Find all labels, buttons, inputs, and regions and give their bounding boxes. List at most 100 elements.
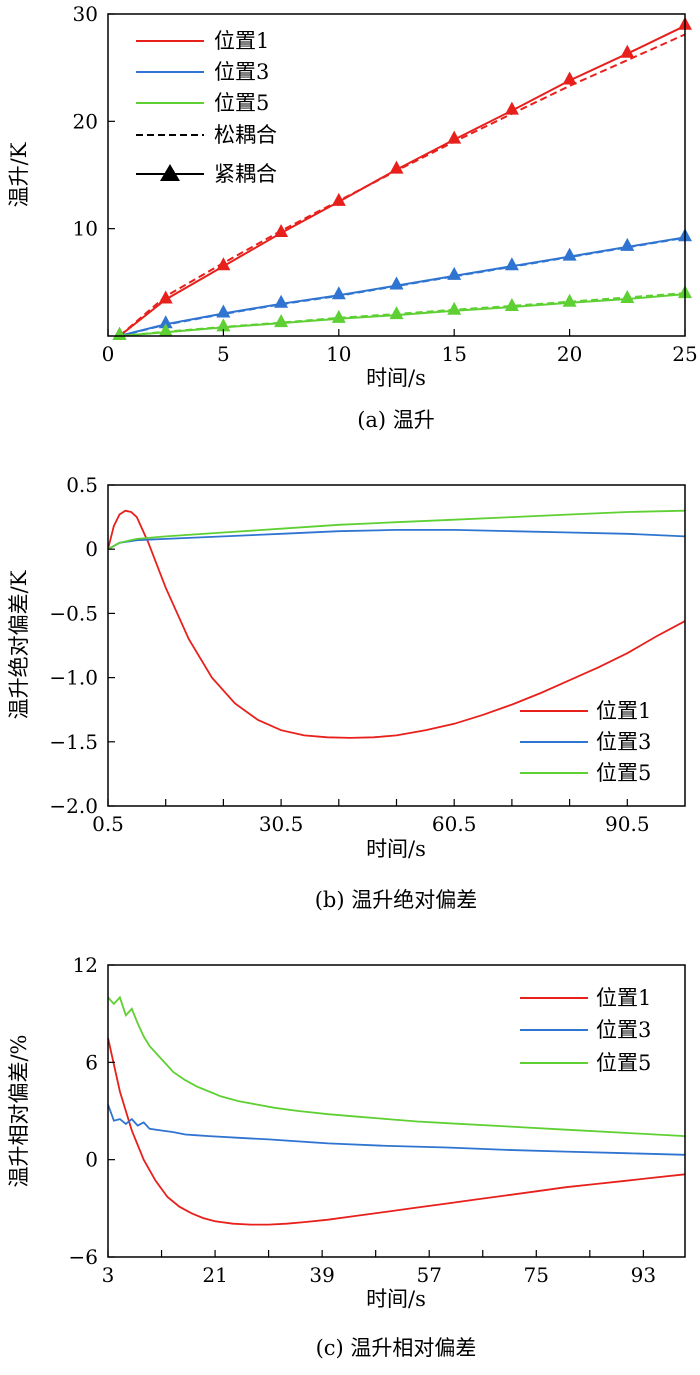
panel-c-ticks: 3 21 39 57 75 93 −6 0 6 12 [69,953,657,1287]
panel-b-ytick-label: −1.5 [49,730,98,754]
series-pos3-marker [562,247,577,261]
panel-a-xtick-label: 10 [326,342,351,366]
panel-b-legend: 位置1 位置3 位置5 [520,699,651,785]
panel-b-ytick-label: −2.0 [49,794,98,818]
series-pos3-line [107,1104,686,1156]
legend-a-pos5-label: 位置5 [214,91,269,115]
panel-b-xlabel: 时间/s [366,837,426,861]
series-pos1-line [107,509,686,739]
panel-c: 3 21 39 57 75 93 −6 0 6 12 温升相对偏差/% 时间/s (c) 温升相对… [7,953,686,1360]
legend-b-pos5-label: 位置5 [596,761,651,785]
panel-b-caption: (b) 温升绝对偏差 [315,888,478,912]
legend-a-loose-label: 松耦合 [214,123,277,147]
panel-a-ytick-label: 30 [73,2,98,26]
series-pos1-marker [331,192,346,206]
series-pos1-marker [158,290,173,304]
panel-c-series-layer [107,995,686,1226]
panel-b-xtick-label: 0.5 [92,812,124,836]
panel-c-ytick-label: 12 [73,953,98,977]
legend-a-pos3-label: 位置3 [214,60,269,84]
panel-c-xtick-label: 93 [631,1263,656,1287]
panel-a-xtick-label: 0 [102,342,115,366]
series-pos5-marker [447,301,462,315]
series-pos5-marker [112,327,127,340]
legend-c-pos5-label: 位置5 [596,1051,651,1075]
series-pos3-marker [389,276,404,290]
panel-c-ytick-label: −6 [69,1245,98,1269]
panel-c-ylabel: 温升相对偏差/% [7,1034,31,1187]
panel-a: 0 5 10 15 20 25 10 20 30 温升/K 时间/s (a) 温升 位置1 位置… [7,2,698,432]
series-pos3-line [107,529,686,550]
series-pos5-marker [504,298,519,312]
series-pos1-marker [620,44,635,58]
panel-a-ytick-label: 10 [73,217,98,241]
panel-c-xtick-label: 57 [416,1263,441,1287]
series-pos5-marker [389,306,404,320]
series-pos3-marker [620,237,635,251]
series-pos3-loose-line [119,236,686,337]
panel-a-ytick-label: 20 [73,109,98,133]
panel-c-xtick-label: 21 [202,1263,227,1287]
panel-b-ytick-label: 0 [85,537,98,561]
series-pos1-marker [274,223,289,237]
panel-b-ytick-label: −1.0 [49,666,98,690]
panel-a-xtick-label: 5 [217,342,230,366]
panel-b-xtick-label: 60.5 [432,812,477,836]
series-pos5-line [107,995,686,1137]
series-pos3-marker [216,304,231,318]
series-pos3-marker [331,286,346,300]
series-pos1-marker [562,71,577,85]
legend-a-pos1-label: 位置1 [214,29,269,53]
series-pos5-marker [562,293,577,307]
series-pos5-marker [216,318,231,332]
series-pos5-marker [274,314,289,328]
series-pos5-marker [158,323,173,337]
legend-b-pos3-label: 位置3 [596,730,651,754]
panel-b-series-layer [107,509,686,739]
legend-b-pos1-label: 位置1 [596,699,651,723]
series-pos5-line [107,509,686,550]
panel-c-plot-frame [107,964,686,1258]
legend-c-pos1-label: 位置1 [596,986,651,1010]
legend-c-pos3-label: 位置3 [596,1018,651,1042]
panel-b-xtick-label: 30.5 [259,812,304,836]
panel-c-xtick-label: 39 [309,1263,334,1287]
panel-a-series-layer [112,16,692,340]
series-pos3-marker [158,315,173,329]
panel-b-ticks: 0.5 30.5 60.5 90.5 −2.0 −1.5 −1.0 −0.5 0 0.5 [49,473,649,836]
panel-c-ytick-label: 0 [85,1148,98,1172]
panel-c-xtick-label: 3 [102,1263,115,1287]
series-pos5-tight-line [119,293,686,337]
panel-b-xtick-label: 90.5 [605,812,650,836]
series-pos1-marker [216,257,231,271]
series-pos1-marker [389,160,404,174]
series-pos3-marker [447,266,462,280]
panel-c-legend: 位置1 位置3 位置5 [520,986,651,1075]
panel-a-legend: 位置1 位置3 位置5 松耦合 紧耦合 [136,29,277,186]
series-pos3-marker [274,294,289,308]
legend-a-tight-label: 紧耦合 [214,162,277,186]
series-pos1-line [107,1037,686,1226]
series-pos1-marker [504,101,519,115]
panel-c-caption: (c) 温升相对偏差 [316,1336,477,1360]
panel-a-caption: (a) 温升 [357,408,435,432]
series-pos5-marker [620,289,635,303]
panel-c-ytick-label: 6 [85,1050,98,1074]
series-pos1-marker [447,130,462,144]
legend-a-tight-triangle-icon [160,164,180,181]
panel-a-ylabel: 温升/K [7,142,31,207]
series-pos3-tight-line [119,236,686,337]
panel-c-xlabel: 时间/s [366,1287,426,1311]
panel-c-xtick-label: 75 [524,1263,549,1287]
panel-a-plot-frame [107,13,686,337]
series-pos3-marker [504,257,519,271]
panel-a-ticks: 0 5 10 15 20 25 10 20 30 [73,2,698,366]
panel-b-ytick-label: 0.5 [66,473,98,497]
panel-b: 0.5 30.5 60.5 90.5 −2.0 −1.5 −1.0 −0.5 0 0.5 温升绝对… [7,473,686,912]
panel-a-xlabel: 时间/s [366,366,426,390]
series-pos5-marker [331,309,346,323]
panel-b-ytick-label: −0.5 [49,601,98,625]
panel-b-ylabel: 温升绝对偏差/K [7,570,31,719]
series-pos1-loose-line [118,33,686,337]
